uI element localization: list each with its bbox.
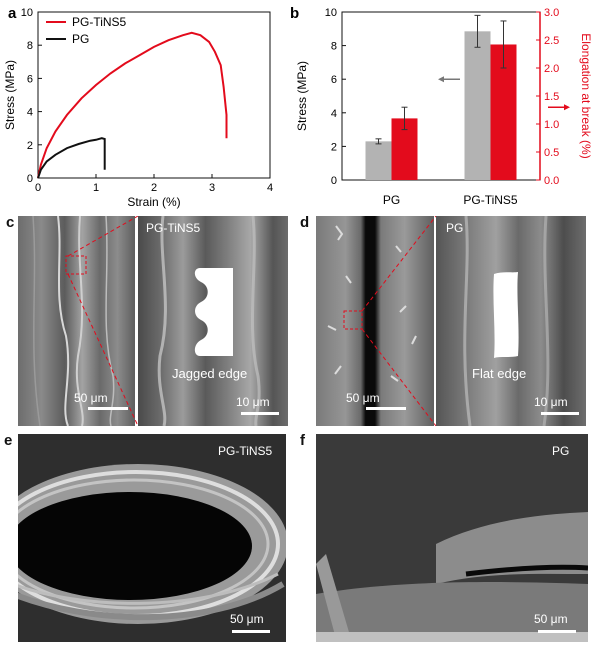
panel-letter-b: b — [290, 5, 299, 22]
scale-label: 50 μm — [74, 391, 108, 405]
y-right-axis-label: Elongation at break (%) — [579, 33, 593, 158]
y-right-tick-label: 1.0 — [544, 119, 559, 131]
panel-letter-f: f — [300, 432, 305, 449]
sem-image-e: PG-TiNS5 50 μm — [18, 434, 286, 642]
jagged-edge-shape — [194, 268, 233, 356]
scale-label: 50 μm — [230, 612, 264, 626]
edge-label: Jagged edge — [172, 366, 248, 381]
y-tick-label: 10 — [325, 7, 337, 19]
y-right-tick-label: 3.0 — [544, 7, 559, 19]
panel-letter-a: a — [8, 5, 17, 22]
category-label: PG — [383, 193, 400, 207]
sem-panel-d: d 50 μm Flat edge PG 10 μm — [296, 214, 593, 426]
scale-label: 50 μm — [534, 612, 568, 626]
scale-bar — [241, 412, 279, 415]
y-axis-label: Stress (MPa) — [3, 60, 17, 130]
flat-edge-shape — [493, 272, 519, 358]
y-right-tick-label: 0.5 — [544, 147, 559, 159]
x-tick-label: 3 — [209, 182, 215, 194]
scale-bar — [366, 407, 406, 410]
category-label: PG-TiNS5 — [463, 193, 518, 207]
y-right-tick-label: 2.5 — [544, 35, 559, 47]
y-tick-label: 6 — [331, 74, 337, 86]
edge-label: Flat edge — [472, 366, 527, 381]
sem-panel-f: f PG 50 μm — [296, 432, 593, 642]
y-axis-label: Stress (MPa) — [295, 61, 309, 131]
x-axis-label: Strain (%) — [127, 195, 180, 209]
bar-0 — [464, 31, 491, 180]
bar-0 — [365, 141, 392, 180]
scale-label: 50 μm — [346, 391, 380, 405]
series-line-1 — [37, 137, 106, 179]
legend-label: PG-TiNS5 — [72, 15, 127, 29]
y-tick-label: 8 — [27, 40, 33, 52]
y-tick-label: 4 — [27, 107, 33, 119]
sem-panel-c: c 50 μm Jagged edge PG-TiNS5 10 μm — [0, 214, 293, 426]
x-tick-label: 1 — [93, 182, 99, 194]
scale-label: 10 μm — [236, 395, 270, 409]
y-tick-label: 0 — [27, 173, 33, 185]
x-tick-label: 4 — [267, 182, 273, 194]
y-tick-label: 0 — [331, 175, 337, 187]
y-right-tick-label: 1.5 — [544, 91, 559, 103]
x-tick-label: 0 — [35, 182, 41, 194]
y-tick-label: 10 — [21, 7, 33, 19]
scale-bar — [538, 630, 576, 633]
y-right-tick-label: 0.0 — [544, 175, 559, 187]
right-axis-arrowhead — [564, 104, 570, 111]
bar-chart: b 0 2 4 6 8 10 0.0 0.5 1.0 1.5 2.0 2.5 3.0 Stress (MP… — [290, 5, 593, 207]
scale-bar — [88, 407, 128, 410]
panel-letter-d: d — [300, 214, 310, 231]
panel-letter-c: c — [6, 214, 15, 231]
inset-label: PG-TiNS5 — [146, 221, 201, 235]
sem-image-f: PG 50 μm — [316, 434, 588, 642]
y-right-tick-label: 2.0 — [544, 63, 559, 75]
sem-image-d-overview: 50 μm — [316, 216, 434, 426]
scale-bar — [541, 412, 579, 415]
sem-image-d-zoom: Flat edge PG 10 μm — [436, 216, 586, 426]
series-line-0 — [37, 31, 228, 179]
sem-image-c-zoom: Jagged edge PG-TiNS5 10 μm — [138, 216, 288, 426]
scale-label: 10 μm — [534, 395, 568, 409]
legend-label: PG — [72, 32, 89, 46]
inset-label: PG — [446, 221, 464, 235]
panel-letter-e: e — [4, 432, 13, 449]
y-tick-label: 8 — [331, 41, 337, 53]
y-tick-label: 4 — [331, 108, 337, 120]
stress-strain-chart: a 0 1 2 3 4 0 2 4 6 8 10 Strain (%) Stress (MPa) PG-T… — [3, 5, 273, 209]
y-tick-label: 2 — [331, 141, 337, 153]
y-tick-label: 2 — [27, 140, 33, 152]
sem-panel-e: e PG-TiNS5 50 μm — [0, 432, 288, 642]
panel-label: PG — [552, 444, 570, 458]
x-tick-label: 2 — [151, 182, 157, 194]
scale-bar — [232, 630, 270, 633]
sem-image-c-overview: 50 μm — [18, 216, 135, 426]
left-axis-arrowhead — [438, 76, 444, 83]
panel-label: PG-TiNS5 — [218, 444, 273, 458]
y-tick-label: 6 — [27, 73, 33, 85]
